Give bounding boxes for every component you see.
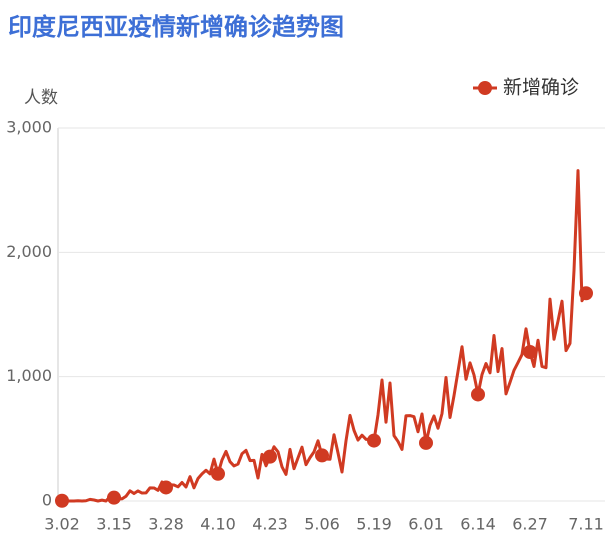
x-tick-label: 3.28 — [148, 515, 184, 534]
x-tick-label: 4.23 — [252, 515, 288, 534]
y-tick-label: 3,000 — [6, 118, 52, 137]
legend-marker — [478, 81, 492, 95]
x-tick-label: 4.10 — [200, 515, 236, 534]
point — [55, 493, 69, 508]
point — [523, 345, 537, 360]
point — [315, 448, 329, 463]
legend-label: 新增确诊 — [503, 77, 579, 99]
chart-title: 印度尼西亚疫情新增确诊趋势图 — [8, 13, 344, 41]
point — [159, 480, 173, 495]
y-tick-label: 2,000 — [6, 242, 52, 261]
y-tick-label: 0 — [42, 491, 52, 510]
x-tick-label: 5.19 — [356, 515, 392, 534]
point — [367, 433, 381, 448]
point — [263, 449, 277, 464]
x-tick-label: 6.01 — [408, 515, 444, 534]
x-tick-label: 3.02 — [44, 515, 80, 534]
y-tick-label: 1,000 — [6, 366, 52, 385]
y-axis-label: 人数 — [24, 88, 58, 108]
point — [211, 466, 225, 481]
point — [419, 435, 433, 450]
point — [471, 387, 485, 402]
x-tick-label: 3.15 — [96, 515, 132, 534]
point — [579, 286, 593, 301]
x-tick-label: 6.14 — [460, 515, 496, 534]
x-tick-label: 7.11 — [568, 515, 604, 534]
point — [107, 490, 121, 505]
x-tick-label: 6.27 — [512, 515, 548, 534]
x-tick-label: 5.06 — [304, 515, 340, 534]
